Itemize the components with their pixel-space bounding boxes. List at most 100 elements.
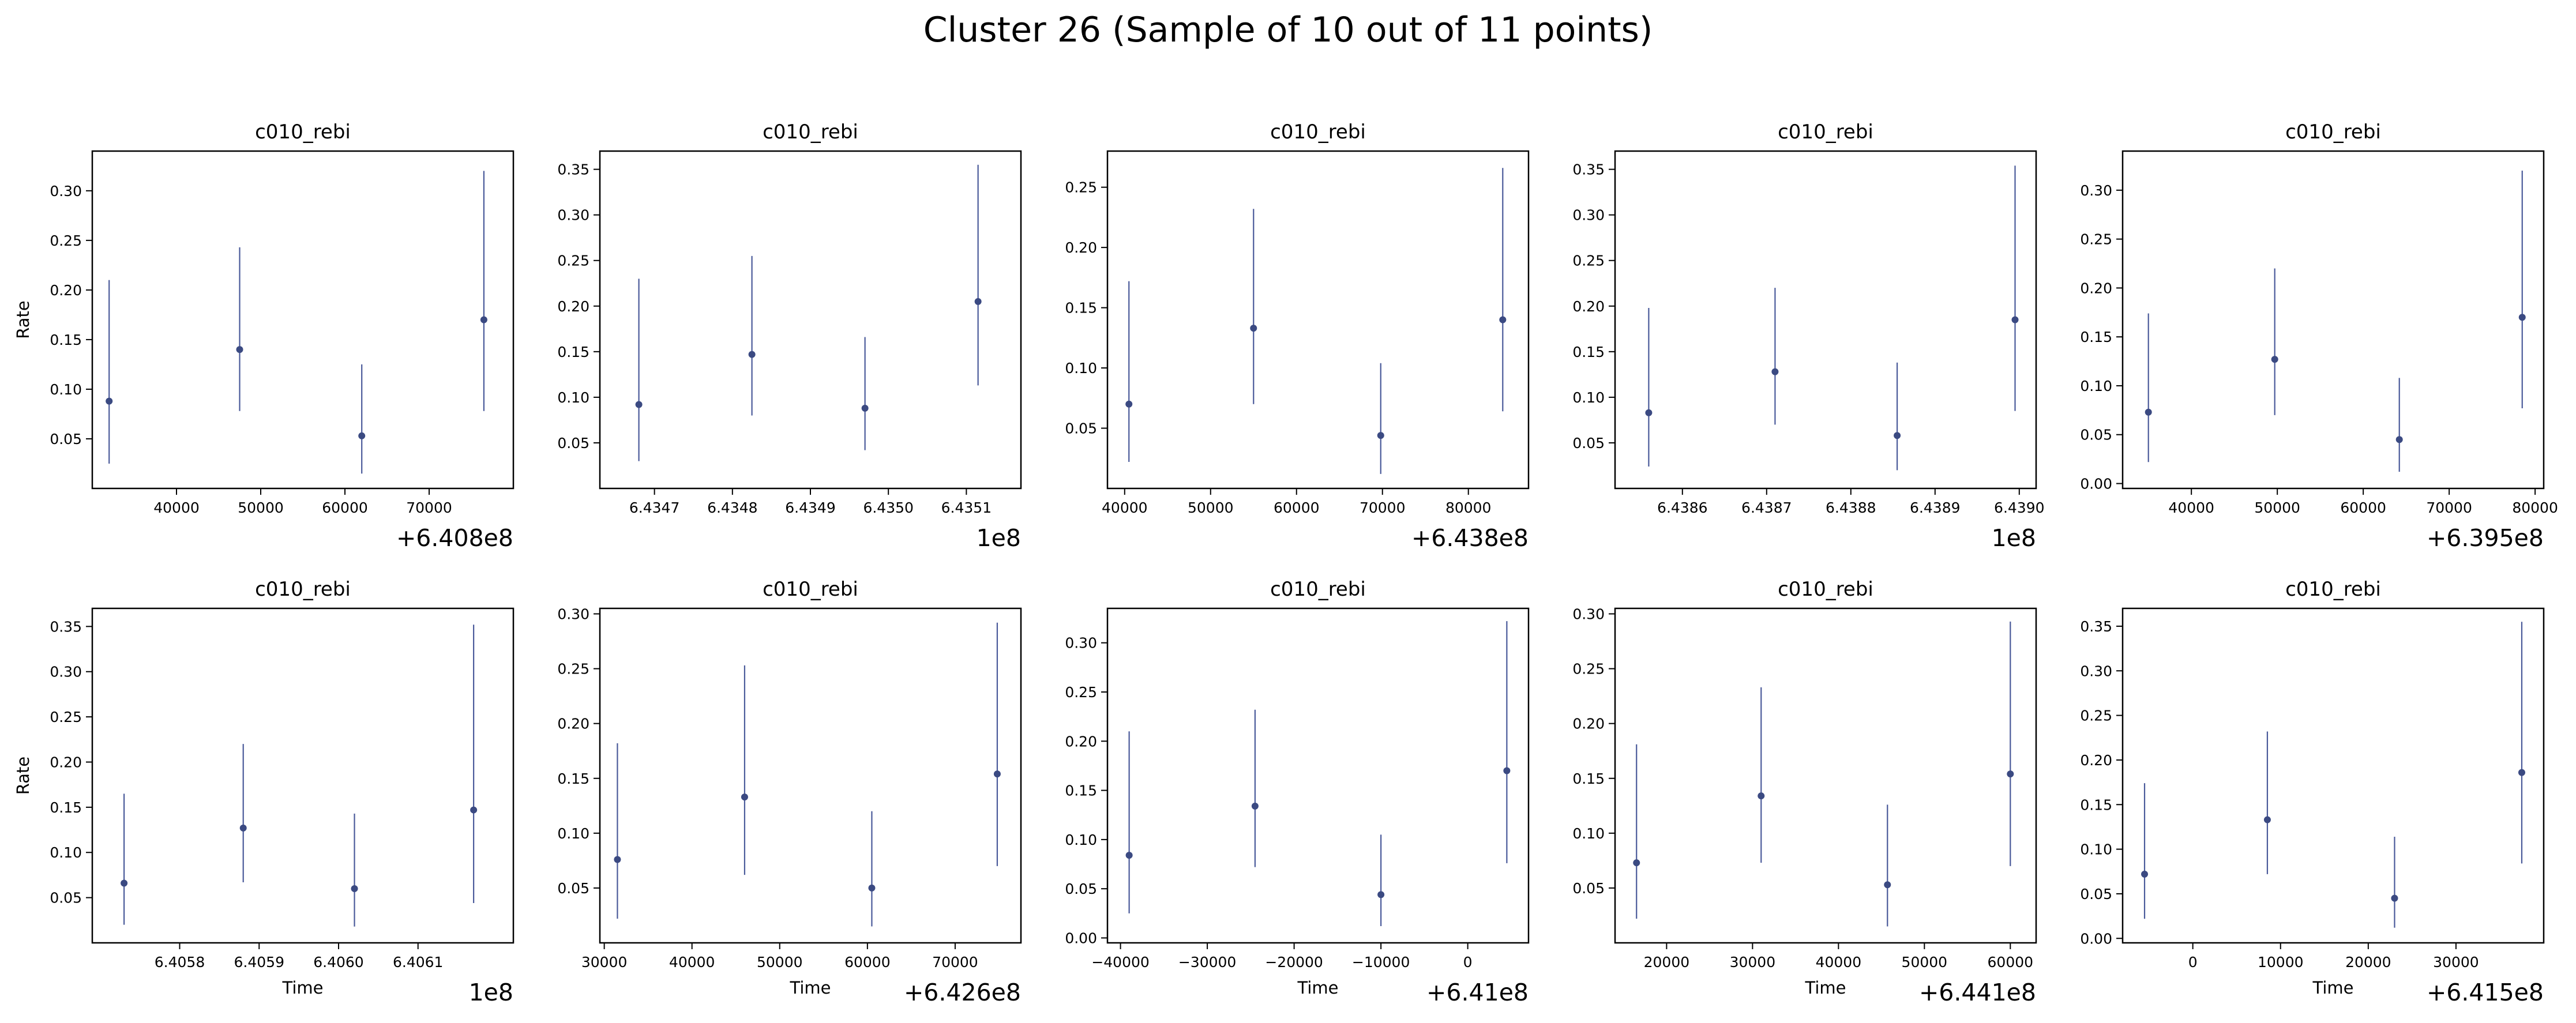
x-tick-label: 70000 [406, 499, 452, 516]
y-tick-label: 0.20 [50, 282, 82, 299]
y-tick-label: 0.35 [2080, 618, 2112, 635]
y-tick-label: 0.10 [1065, 360, 1097, 377]
x-tick-label: 6.4388 [1826, 499, 1876, 516]
panel-title: c010_rebi [255, 121, 351, 144]
y-tick-label: 0.15 [1065, 300, 1097, 317]
y-tick-label: 0.35 [50, 618, 82, 635]
x-offset-label: +6.415e8 [2427, 979, 2544, 1006]
data-point [1377, 891, 1385, 898]
x-tick-label: 30000 [581, 954, 628, 971]
data-point [2518, 314, 2526, 321]
y-tick-label: 0.20 [557, 716, 589, 732]
data-point [1251, 802, 1259, 810]
x-offset-label: +6.408e8 [396, 524, 513, 552]
x-tick-label: 6.4390 [1994, 499, 2044, 516]
x-tick-label: 6.4347 [629, 499, 679, 516]
x-tick-label: 80000 [2512, 499, 2558, 516]
data-point [470, 806, 478, 814]
data-point [1645, 409, 1653, 416]
panel-title: c010_rebi [255, 578, 351, 601]
x-axis-label: Time [790, 978, 831, 998]
panel-4: c010_rebi 6.4386 6.4387 6.4388 6.4389 6.4390 0… [1572, 121, 2044, 552]
axes-frame [91, 150, 515, 490]
data-point [748, 351, 756, 358]
data-point [2145, 408, 2152, 416]
x-offset-label: +6.426e8 [904, 979, 1021, 1006]
y-tick-label: 0.05 [50, 890, 82, 907]
x-tick-label: −40000 [1091, 954, 1149, 971]
data-point [2518, 769, 2525, 776]
x-tick-label: 6.4351 [941, 499, 992, 516]
x-axis-label: Time [1297, 978, 1339, 998]
data-point [2395, 436, 2403, 443]
x-tick-label: 40000 [669, 954, 715, 971]
y-tick-label: 0.20 [1572, 716, 1605, 732]
panel-1: c010_rebi 40000 50000 60000 70000 0.05 0.10 0.1… [13, 121, 515, 552]
y-tick-label: 0.05 [2080, 427, 2112, 443]
y-tick-label: 0.25 [557, 661, 589, 678]
axes-frame [1106, 607, 1530, 944]
data-point [1758, 792, 1765, 800]
x-tick-label: 6.4058 [155, 954, 205, 971]
x-offset-label: +6.441e8 [1919, 979, 2036, 1006]
x-tick-label: 70000 [1360, 499, 1406, 516]
y-tick-label: 0.20 [557, 298, 589, 315]
y-axis-label: Rate [13, 300, 33, 339]
data-point [2271, 356, 2278, 363]
y-tick-label: 0.30 [557, 606, 589, 623]
y-tick-label: 0.15 [2080, 796, 2112, 813]
axes-frame [1106, 150, 1530, 490]
data-point [106, 397, 113, 405]
x-tick-label: 50000 [1188, 499, 1234, 516]
y-tick-label: 0.25 [1065, 684, 1097, 701]
data-point [614, 856, 621, 863]
panel-title: c010_rebi [1778, 578, 1873, 601]
axes-frame [2121, 150, 2545, 490]
panel-8: c010_rebi −40000 −30000 −20000 −10000 0 0.00 0.… [1065, 578, 1530, 1006]
panel-title: c010_rebi [1778, 121, 1873, 144]
x-tick-label: 60000 [1274, 499, 1320, 516]
y-tick-label: 0.00 [2080, 476, 2112, 492]
panel-title: c010_rebi [1270, 121, 1366, 144]
y-tick-label: 0.30 [50, 664, 82, 680]
x-tick-label: 60000 [844, 954, 891, 971]
panel-7: c010_rebi 30000 40000 50000 60000 70000 0.05 0.… [557, 578, 1022, 1006]
x-tick-label: 70000 [2426, 499, 2472, 516]
data-point [1250, 325, 1257, 332]
x-axis-label: Time [282, 978, 324, 998]
y-tick-label: 0.05 [557, 435, 589, 452]
y-tick-label: 0.25 [2080, 708, 2112, 724]
y-tick-label: 0.00 [2080, 930, 2112, 947]
x-tick-label: 6.4349 [785, 499, 835, 516]
panel-title: c010_rebi [1270, 578, 1366, 601]
data-point [2007, 770, 2014, 778]
x-tick-label: 20000 [1644, 954, 1690, 971]
data-point [2011, 316, 2019, 324]
x-offset-label: 1e8 [977, 524, 1021, 552]
y-tick-label: 0.15 [1065, 783, 1097, 799]
y-tick-label: 0.20 [50, 754, 82, 770]
y-tick-label: 0.05 [1065, 420, 1097, 437]
x-tick-label: 50000 [2254, 499, 2300, 516]
panel-title: c010_rebi [2285, 121, 2381, 144]
y-tick-label: 0.25 [1065, 179, 1097, 196]
y-tick-label: 0.10 [50, 844, 82, 861]
y-tick-label: 0.10 [1065, 832, 1097, 848]
x-tick-label: 70000 [932, 954, 978, 971]
y-tick-label: 0.30 [557, 207, 589, 224]
y-tick-label: 0.25 [1572, 661, 1605, 678]
y-tick-label: 0.15 [1572, 344, 1605, 360]
panel-9: c010_rebi 20000 30000 40000 50000 60000 0.05 0.… [1572, 578, 2037, 1006]
x-tick-label: 6.4060 [313, 954, 363, 971]
x-tick-label: 6.4061 [393, 954, 443, 971]
axes-frame [1614, 607, 2037, 944]
panel-5: c010_rebi 40000 50000 60000 70000 80000 0.00 0.… [2080, 121, 2558, 552]
data-point [236, 346, 243, 353]
data-point [868, 884, 876, 892]
x-tick-label: 40000 [2168, 499, 2214, 516]
y-tick-label: 0.30 [1065, 635, 1097, 652]
y-tick-label: 0.05 [1065, 881, 1097, 897]
data-point [239, 824, 247, 832]
data-point [993, 770, 1001, 778]
